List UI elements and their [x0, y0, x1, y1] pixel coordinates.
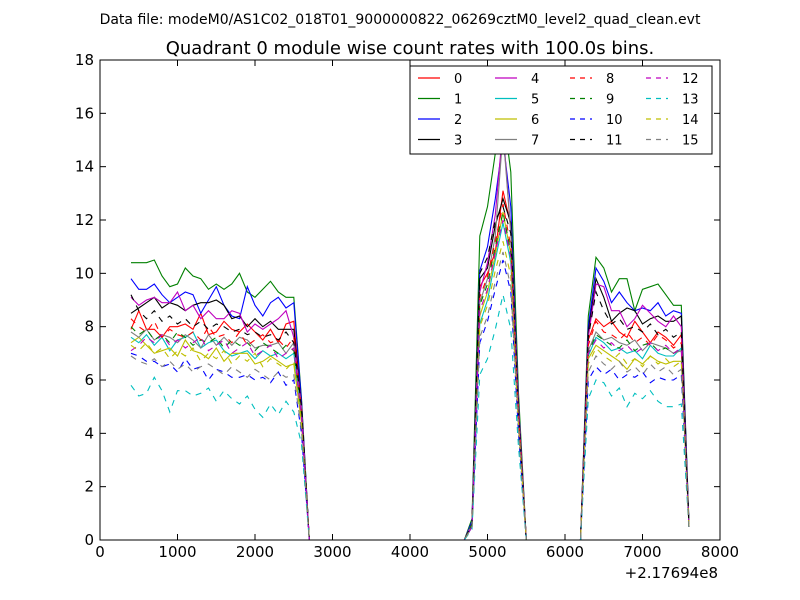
x-tick-label: 1000 [158, 543, 196, 561]
y-tick-label: 16 [75, 104, 94, 122]
y-tick-label: 14 [75, 158, 94, 176]
x-tick-label: 3000 [313, 543, 351, 561]
y-tick-label: 8 [84, 318, 94, 336]
x-tick-label: 6000 [546, 543, 584, 561]
legend-label-10: 10 [606, 113, 623, 128]
series-line-12 [130, 219, 690, 541]
legend-label-11: 11 [606, 134, 623, 149]
tick-layer: 0 1000 2000 3000 4000 5000 6000 7000 80000246810… [75, 51, 739, 561]
x-tick-label: 4000 [391, 543, 429, 561]
x-offset-label: +2.17694e8 [625, 564, 718, 582]
legend-label-5: 5 [531, 93, 539, 108]
y-tick-label: 18 [75, 51, 94, 69]
legend-label-14: 14 [682, 113, 699, 128]
legend-label-1: 1 [454, 93, 462, 108]
legend-label-15: 15 [682, 134, 699, 149]
x-tick-label: 5000 [468, 543, 506, 561]
legend-box [409, 65, 713, 155]
legend-label-8: 8 [606, 72, 614, 87]
chart-title: Quadrant 0 module wise count rates with … [166, 38, 655, 59]
legend-label-4: 4 [531, 72, 539, 87]
legend-label-6: 6 [531, 113, 539, 128]
x-tick-label: 2000 [236, 543, 274, 561]
y-tick-label: 4 [84, 424, 94, 442]
x-tick-label: 7000 [623, 543, 661, 561]
x-tick-label: 0 [95, 543, 105, 561]
legend-label-12: 12 [682, 72, 699, 87]
legend-label-2: 2 [454, 113, 462, 128]
legend-label-3: 3 [454, 134, 462, 149]
data-file-suptitle: Data file: modeM0/AS1C02_018T01_90000008… [100, 12, 701, 28]
legend-label-13: 13 [682, 93, 699, 108]
legend-label-0: 0 [454, 72, 462, 87]
y-tick-label: 0 [84, 531, 94, 549]
y-tick-label: 2 [84, 478, 94, 496]
x-tick-label: 8000 [701, 543, 739, 561]
y-tick-label: 10 [75, 264, 94, 282]
y-tick-label: 6 [84, 371, 94, 389]
y-tick-label: 12 [75, 211, 94, 229]
legend-label-7: 7 [531, 134, 539, 149]
legend-label-9: 9 [606, 93, 614, 108]
